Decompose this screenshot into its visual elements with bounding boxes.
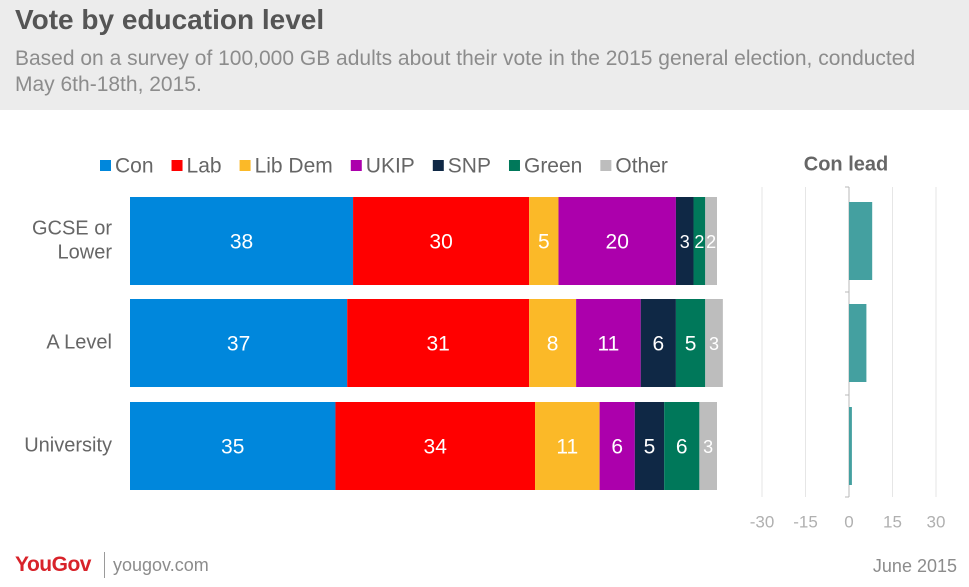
chart-title: Vote by education level — [15, 4, 325, 35]
category-label-university: University — [24, 434, 112, 456]
bar-gcse-or-lower-green — [693, 197, 706, 285]
bar-a-level-green — [675, 299, 706, 387]
data-label-gcse-or-lower-ukip: 20 — [606, 231, 629, 254]
lead-bar-gcse-or-lower — [849, 202, 873, 280]
yougov-logo: YouGov — [15, 553, 91, 576]
legend-swatch-green — [508, 160, 520, 171]
lead-tick-label-minus-15: -15 — [793, 512, 818, 531]
bar-university-ukip — [599, 402, 635, 490]
data-label-gcse-or-lower-snp: 3 — [680, 232, 690, 252]
lead-tick-label-15: 15 — [883, 512, 902, 531]
legend-swatch-ukip — [350, 160, 362, 171]
data-label-gcse-or-lower-green: 2 — [694, 232, 704, 252]
lead-tick-label-0: 0 — [844, 512, 853, 531]
legend-label-ukip: UKIP — [366, 155, 415, 178]
data-label-a-level-ukip: 11 — [597, 333, 619, 356]
data-label-university-ukip: 6 — [611, 436, 623, 459]
legend-swatch-lib-dem — [239, 160, 251, 171]
data-label-university-lab: 34 — [424, 436, 448, 459]
bar-a-level-other — [705, 299, 723, 387]
legend-label-lab: Lab — [187, 155, 222, 178]
data-label-gcse-or-lower-lib-dem: 5 — [538, 231, 550, 254]
data-label-university-lib-dem: 11 — [556, 436, 578, 459]
data-label-a-level-lab: 31 — [426, 333, 449, 356]
data-label-university-snp: 5 — [644, 436, 656, 459]
bar-gcse-or-lower-con — [130, 197, 354, 285]
bar-a-level-snp — [640, 299, 676, 387]
legend-label-snp: SNP — [448, 155, 491, 178]
bar-university-snp — [634, 402, 665, 490]
legend-swatch-snp — [432, 160, 444, 171]
legend-swatch-other — [600, 160, 612, 171]
data-label-a-level-other: 3 — [709, 334, 719, 354]
footer-site-link[interactable]: yougov.com — [113, 555, 209, 575]
lead-bar-a-level — [849, 304, 867, 382]
legend-label-other: Other — [615, 155, 668, 178]
chart-subtitle: Based on a survey of 100,000 GB adults a… — [15, 47, 916, 96]
data-label-gcse-or-lower-lab: 30 — [429, 231, 452, 254]
data-label-gcse-or-lower-con: 38 — [230, 231, 253, 254]
legend-swatch-lab — [171, 160, 183, 171]
bar-a-level-lab — [347, 299, 530, 387]
lead-tick-label-minus-30: -30 — [750, 512, 775, 531]
legend-label-green: Green — [524, 155, 582, 178]
lead-bar-university — [849, 407, 852, 485]
data-label-university-other: 3 — [703, 437, 713, 457]
category-label-gcse-or-lower-line2: Lower — [58, 241, 113, 263]
lead-chart-title: Con lead — [804, 153, 888, 175]
bar-gcse-or-lower-lib-dem — [529, 197, 559, 285]
data-label-a-level-lib-dem: 8 — [547, 333, 559, 356]
bar-gcse-or-lower-lab — [353, 197, 530, 285]
bar-university-other — [699, 402, 717, 490]
data-label-gcse-or-lower-other: 2 — [706, 232, 716, 252]
legend-label-con: Con — [115, 155, 154, 178]
bar-a-level-con — [130, 299, 348, 387]
bar-gcse-or-lower-other — [705, 197, 717, 285]
bar-university-lab — [335, 402, 536, 490]
legend-swatch-con — [100, 160, 111, 171]
data-label-a-level-snp: 6 — [652, 333, 664, 356]
bar-university-green — [664, 402, 700, 490]
category-label-a-level: A Level — [46, 331, 112, 353]
bar-a-level-lib-dem — [529, 299, 577, 387]
category-label-gcse-or-lower-line1: GCSE or — [32, 217, 112, 239]
bar-gcse-or-lower-snp — [675, 197, 694, 285]
data-label-a-level-con: 37 — [227, 333, 250, 356]
header-band: Vote by education level Based on a surve… — [0, 0, 969, 110]
bar-gcse-or-lower-ukip — [558, 197, 676, 285]
bar-university-lib-dem — [535, 402, 600, 490]
bar-a-level-ukip — [576, 299, 641, 387]
footer-divider — [104, 552, 105, 578]
data-label-university-con: 35 — [221, 436, 244, 459]
data-label-university-green: 6 — [676, 436, 688, 459]
lead-tick-label-30: 30 — [927, 512, 946, 531]
bar-university-con — [130, 402, 336, 490]
legend-label-lib-dem: Lib Dem — [255, 155, 333, 178]
footer-date: June 2015 — [872, 556, 957, 576]
data-label-a-level-green: 5 — [685, 333, 697, 356]
